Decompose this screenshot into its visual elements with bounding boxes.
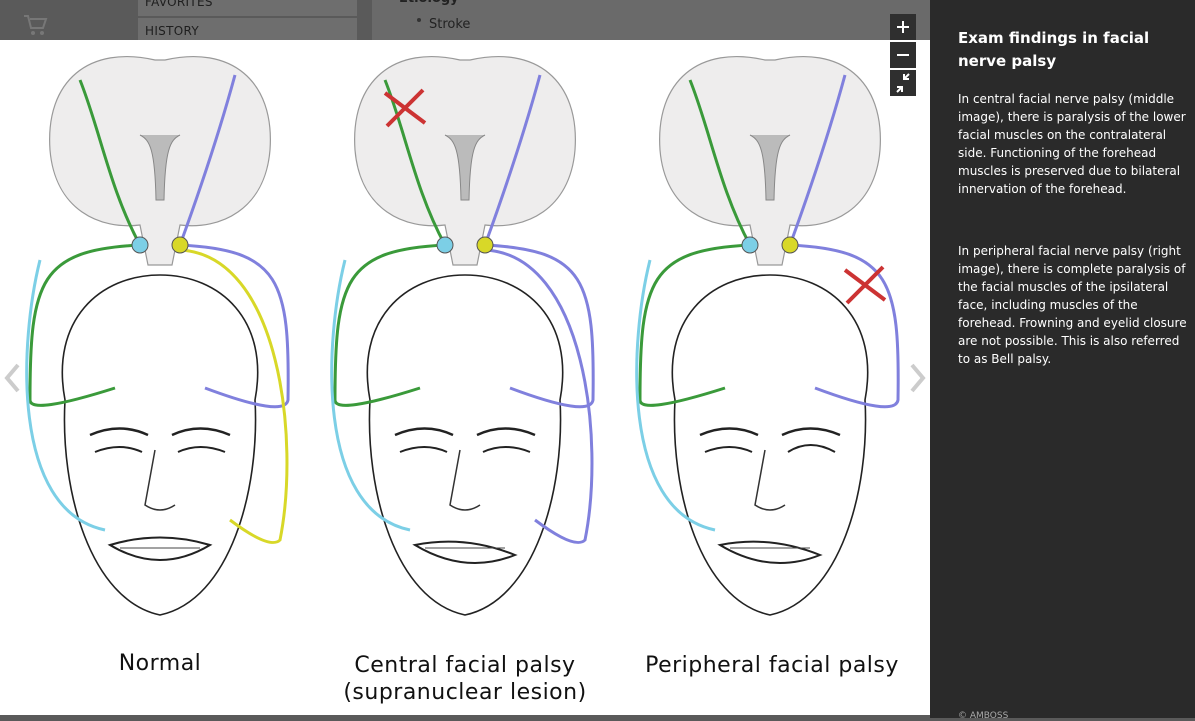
nucleus	[436, 236, 454, 254]
caption: Central facial palsy	[354, 653, 576, 678]
ventricle	[444, 134, 486, 201]
ventricle	[139, 134, 181, 201]
prev-arrow[interactable]	[2, 362, 24, 394]
mouth	[717, 540, 823, 564]
caption: (supranuclear lesion)	[343, 680, 587, 705]
eye	[94, 446, 226, 453]
mouth	[412, 540, 518, 564]
lesion-mark	[843, 265, 887, 305]
nerve	[330, 259, 411, 532]
head	[366, 274, 564, 616]
section-title: Etiology	[399, 0, 459, 6]
eye	[704, 444, 836, 453]
nerve	[482, 74, 595, 409]
lesion-mark	[383, 88, 427, 128]
brow	[699, 427, 841, 437]
nerve	[179, 248, 289, 544]
caption: Normal	[118, 651, 202, 676]
nose	[754, 449, 786, 511]
panel-paragraph: In central facial nerve palsy (middle im…	[958, 92, 1186, 196]
nerve	[25, 259, 106, 532]
copyright: © AMBOSS	[958, 711, 1009, 721]
brow	[89, 427, 231, 437]
nerve	[638, 79, 753, 407]
bullet-dot	[417, 18, 421, 22]
nerve	[28, 79, 143, 407]
next-arrow[interactable]	[906, 362, 928, 394]
head	[671, 274, 869, 616]
nerve	[177, 74, 290, 409]
nerve	[635, 259, 716, 532]
nerve	[484, 248, 594, 544]
nerve	[787, 74, 900, 409]
content-box: Etiology Stroke	[372, 0, 930, 40]
collapse[interactable]	[890, 70, 916, 96]
panel-title: Exam findings in facial nerve palsy	[958, 29, 1150, 70]
nose	[449, 449, 481, 511]
bullet-text: Stroke	[429, 17, 471, 32]
nucleus	[131, 236, 149, 254]
nucleus	[741, 236, 759, 254]
eye	[399, 446, 531, 453]
nucleus	[781, 236, 799, 254]
mouth	[107, 536, 213, 561]
nose	[144, 449, 176, 511]
nerve	[333, 79, 448, 407]
zoom-out[interactable]	[890, 42, 916, 68]
menu-item[interactable]: HISTORY	[138, 18, 357, 44]
cart-icon[interactable]	[22, 12, 48, 38]
nucleus	[476, 236, 494, 254]
panel-paragraph: In peripheral facial nerve palsy (right …	[958, 244, 1187, 366]
nucleus	[171, 236, 189, 254]
side-panel: Exam findings in facial nerve palsy In c…	[930, 0, 1195, 721]
menu-item[interactable]: FAVORITES	[138, 0, 357, 16]
zoom-in[interactable]	[890, 14, 916, 40]
ventricle	[749, 134, 791, 201]
illustration	[25, 55, 900, 616]
caption: Peripheral facial palsy	[645, 653, 899, 678]
brow	[394, 427, 536, 437]
head	[61, 274, 259, 616]
image: Normal Central facial palsy (supranuclea…	[0, 40, 930, 715]
